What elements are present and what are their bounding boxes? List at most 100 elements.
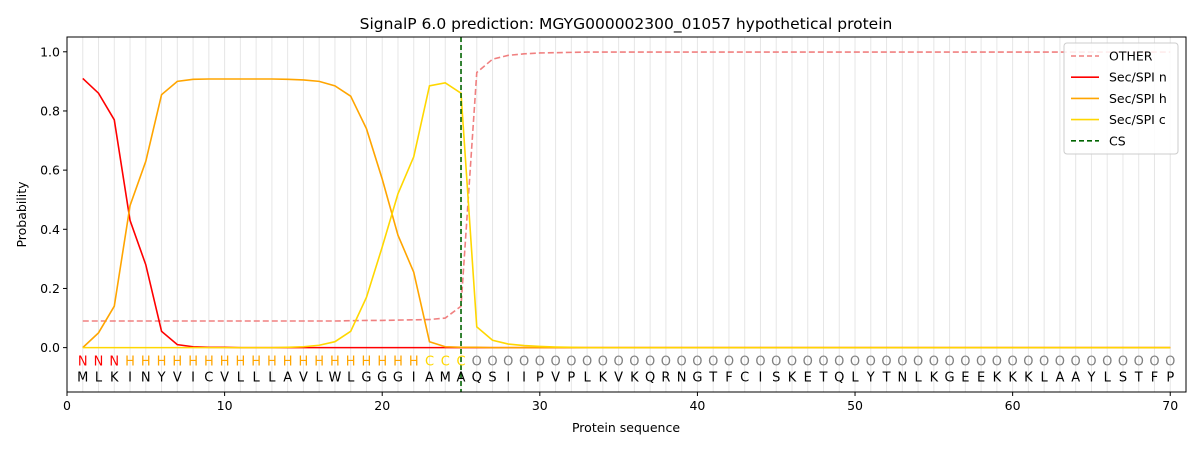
residue-label: I (506, 371, 510, 386)
region-label: O (897, 355, 907, 370)
region-label: O (535, 355, 545, 370)
region-label: O (834, 355, 844, 370)
region-label: O (1165, 355, 1175, 370)
residue-label: L (253, 371, 261, 386)
residue-label: A (425, 371, 434, 386)
region-label: H (235, 355, 245, 370)
region-label: C (441, 355, 450, 370)
region-label: O (677, 355, 687, 370)
residue-label: L (95, 371, 103, 386)
region-label: H (346, 355, 356, 370)
x-tick-label: 60 (1005, 398, 1021, 413)
residue-label: S (772, 371, 780, 386)
region-label: O (550, 355, 560, 370)
y-tick-label: 0.8 (40, 103, 60, 118)
region-label: O (519, 355, 529, 370)
region-label: O (850, 355, 860, 370)
x-tick-label: 20 (374, 398, 390, 413)
region-label: H (172, 355, 182, 370)
region-label: C (456, 355, 465, 370)
residue-label: A (457, 371, 466, 386)
region-label: O (929, 355, 939, 370)
region-label: H (251, 355, 261, 370)
y-axis-ticks: 0.0 0.2 0.4 0.6 0.8 1.0 (40, 44, 67, 355)
region-label: O (724, 355, 734, 370)
residue-label: S (488, 371, 496, 386)
residue-label: W (328, 371, 341, 386)
residue-label: K (788, 371, 797, 386)
y-tick-label: 0.4 (40, 222, 60, 237)
residue-label: L (316, 371, 324, 386)
residue-label: C (740, 371, 749, 386)
residue-label: E (804, 371, 812, 386)
region-label: H (283, 355, 293, 370)
region-label: O (566, 355, 576, 370)
residue-label: N (677, 371, 687, 386)
residue-label: Y (157, 371, 166, 386)
legend-label: OTHER (1109, 49, 1153, 64)
residue-label: G (361, 371, 371, 386)
y-tick-label: 0.2 (40, 281, 60, 296)
residue-label: K (1008, 371, 1017, 386)
residue-label: K (110, 371, 119, 386)
region-label: O (582, 355, 592, 370)
region-label: O (708, 355, 718, 370)
region-label: O (598, 355, 608, 370)
region-label: O (614, 355, 624, 370)
region-label: O (1149, 355, 1159, 370)
region-label: O (960, 355, 970, 370)
residue-label: V (614, 371, 623, 386)
residue-label: F (1151, 371, 1158, 386)
region-label: O (1118, 355, 1128, 370)
region-label: O (1102, 355, 1112, 370)
region-label: H (157, 355, 167, 370)
region-label: O (740, 355, 750, 370)
region-label: H (188, 355, 198, 370)
residue-label: L (347, 371, 355, 386)
x-tick-label: 50 (847, 398, 863, 413)
series-line-sec-spi-h (82, 78, 1171, 349)
residue-label: N (897, 371, 907, 386)
region-label: O (1086, 355, 1096, 370)
residue-label: V (551, 371, 560, 386)
residue-label: L (851, 371, 859, 386)
y-axis-label: Probability (14, 181, 29, 248)
region-label: O (1039, 355, 1049, 370)
legend-label: Sec/SPI h (1109, 91, 1167, 106)
region-label: N (109, 355, 119, 370)
residue-label: M (440, 371, 451, 386)
residue-label: V (220, 371, 229, 386)
residue-label: L (914, 371, 922, 386)
region-label: H (204, 355, 214, 370)
residue-label: M (77, 371, 88, 386)
region-label: O (629, 355, 639, 370)
region-label: O (661, 355, 671, 370)
grid-lines (82, 37, 1171, 392)
residue-label: I (191, 371, 195, 386)
residue-label: T (882, 371, 891, 386)
region-label: H (299, 355, 309, 370)
y-tick-label: 1.0 (40, 44, 60, 59)
legend-label: Sec/SPI c (1109, 112, 1166, 127)
region-label: H (362, 355, 372, 370)
residue-label: V (299, 371, 308, 386)
region-label: O (992, 355, 1002, 370)
residue-label: F (725, 371, 732, 386)
residue-label: P (567, 371, 575, 386)
region-label: O (503, 355, 513, 370)
residue-label: G (393, 371, 403, 386)
region-label: O (1008, 355, 1018, 370)
region-label: H (409, 355, 419, 370)
region-label: N (78, 355, 88, 370)
residue-label: A (1071, 371, 1080, 386)
residue-label: I (759, 371, 763, 386)
x-tick-label: 0 (63, 398, 71, 413)
region-label: C (425, 355, 434, 370)
region-label: H (314, 355, 324, 370)
series-line-sec-spi-c (82, 82, 1171, 349)
residue-label: T (708, 371, 717, 386)
plot-area: NMNLNKHIHNHYHVHIHCHVHLHLHLHAHVHLHWHLHGHG… (77, 37, 1175, 392)
region-label: H (141, 355, 151, 370)
region-label: O (1071, 355, 1081, 370)
